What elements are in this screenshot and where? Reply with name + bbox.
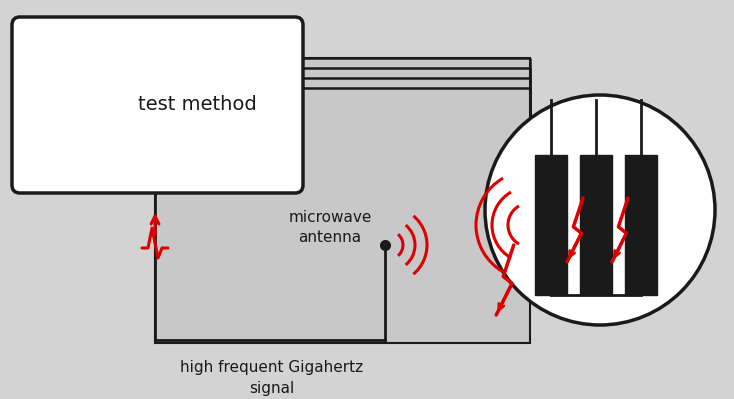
Bar xyxy=(625,155,657,295)
Bar xyxy=(535,155,567,295)
FancyBboxPatch shape xyxy=(12,17,303,193)
Text: high frequent Gigahertz
signal: high frequent Gigahertz signal xyxy=(180,360,363,396)
Bar xyxy=(580,155,612,295)
Text: microwave
antenna: microwave antenna xyxy=(288,210,371,245)
Circle shape xyxy=(485,95,715,325)
FancyBboxPatch shape xyxy=(155,58,530,343)
Text: test method: test method xyxy=(137,95,256,115)
